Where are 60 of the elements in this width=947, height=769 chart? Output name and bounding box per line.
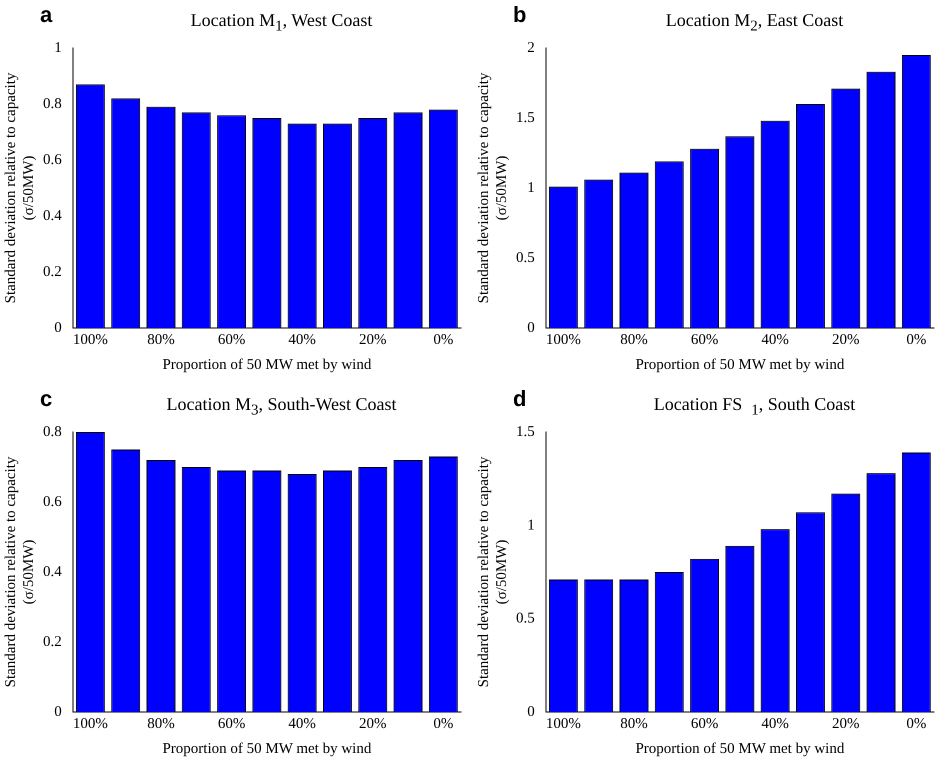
- chart-title: Location M$_{3}$, South-West Coast: [165, 394, 398, 420]
- x-tick-label: 100%: [546, 332, 581, 348]
- x-tick-label: 20%: [359, 332, 387, 348]
- text: b: [513, 2, 526, 28]
- y-tick-label: 0.5: [516, 250, 535, 266]
- x-tick-label: 80%: [620, 332, 648, 348]
- y-axis-title: Standard deviation relative to capacity (σ/50MW): [476, 456, 510, 688]
- x-axis-title: Proportion of 50 MW met by wind: [162, 356, 372, 373]
- x-tick-label: 0%: [433, 332, 454, 348]
- x-tick-label: 0%: [433, 716, 454, 732]
- y-tick-label: 0.6: [43, 152, 62, 168]
- x-tick-label: 60%: [690, 332, 718, 348]
- x-tick-label: 100%: [72, 716, 108, 732]
- x-tick-label: 40%: [761, 716, 789, 732]
- y-tick-label: 0.2: [43, 634, 62, 650]
- y-tick-label: 0.6: [43, 494, 62, 510]
- x-tick-label: 100%: [72, 332, 108, 348]
- x-tick-label: 100%: [546, 716, 581, 732]
- x-tick-label: 80%: [147, 716, 175, 732]
- y-axis-title: Standard deviation relative to capacity (σ/50MW): [2, 72, 37, 304]
- y-axis-title: Standard deviation relative to capacity (σ/50MW): [2, 456, 37, 688]
- x-tick-label: 0%: [906, 716, 926, 732]
- chart-title: Location M$_{2}$, East Coast: [664, 10, 844, 36]
- y-tick-label: 0: [527, 320, 535, 336]
- y-tick-label: 0.4: [43, 564, 62, 580]
- y-tick-label: 0.8: [43, 424, 62, 440]
- x-axis-title: Proportion of 50 MW met by wind: [635, 740, 845, 757]
- x-tick-label: 80%: [620, 716, 648, 732]
- chart-title: Location M$_{1}$, West Coast: [190, 10, 374, 36]
- y-tick-label: 1.5: [516, 424, 535, 440]
- x-tick-label: 80%: [147, 332, 175, 348]
- x-tick-label: 40%: [761, 332, 789, 348]
- y-tick-label: 1.5: [516, 110, 535, 126]
- y-tick-label: 0.5: [516, 610, 535, 627]
- x-tick-label: 0%: [906, 332, 926, 348]
- y-tick-label: 2: [527, 40, 535, 56]
- y-tick-label: 1: [527, 180, 535, 196]
- x-tick-label: 60%: [218, 332, 246, 348]
- x-tick-label: 40%: [288, 332, 316, 348]
- y-tick-label: 0: [527, 704, 535, 720]
- y-tick-label: 0.8: [43, 96, 62, 112]
- x-tick-label: 60%: [690, 716, 718, 732]
- x-tick-label: 20%: [832, 716, 860, 732]
- x-tick-label: 60%: [218, 716, 246, 732]
- y-tick-label: 0.2: [43, 264, 62, 280]
- y-tick-label: 0: [54, 704, 62, 720]
- x-tick-label: 20%: [832, 332, 860, 348]
- y-axis-title: Standard deviation relative to capacity (σ/50MW): [476, 72, 510, 304]
- chart-title: Location FS $_{1}$, South Coast: [652, 394, 856, 420]
- text: c: [40, 386, 52, 412]
- x-tick-label: 40%: [288, 716, 316, 732]
- y-tick-label: 1: [54, 40, 62, 56]
- y-tick-label: 0.4: [43, 208, 62, 224]
- y-tick-label: 1: [527, 517, 535, 534]
- text: d: [513, 386, 526, 412]
- y-tick-label: 0: [54, 320, 62, 336]
- text: a: [40, 2, 52, 28]
- x-tick-label: 20%: [359, 716, 387, 732]
- x-axis-title: Proportion of 50 MW met by wind: [162, 740, 372, 757]
- x-axis-title: Proportion of 50 MW met by wind: [635, 356, 845, 373]
